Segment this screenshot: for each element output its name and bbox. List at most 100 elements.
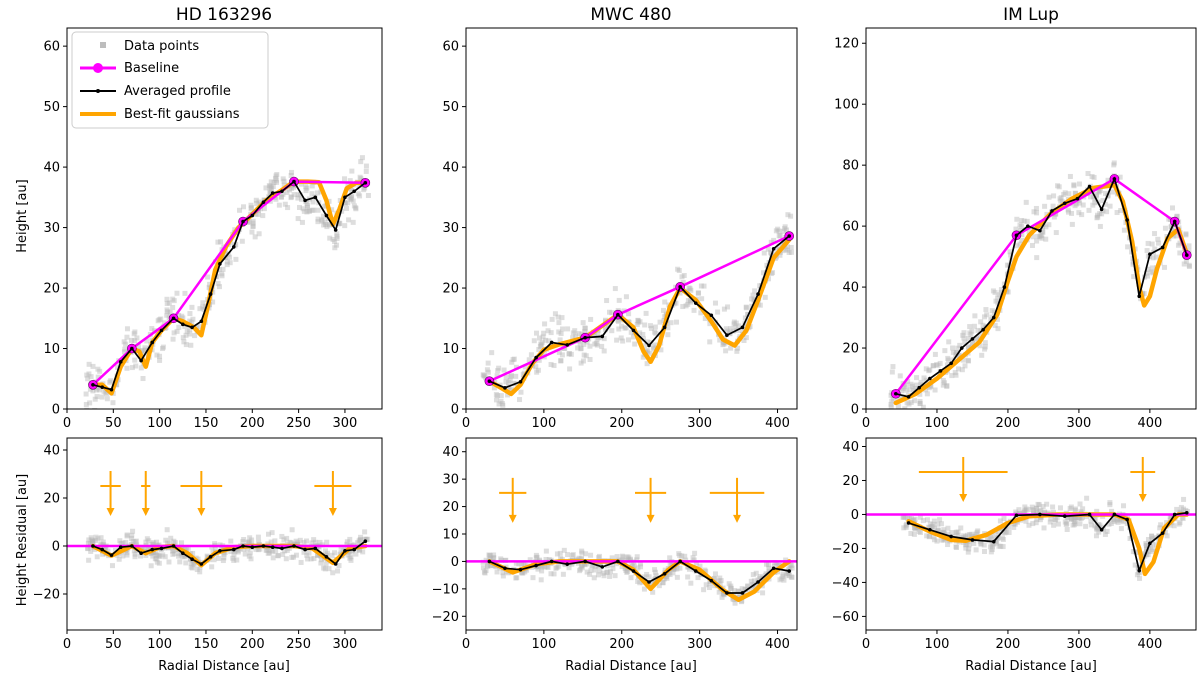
data-point xyxy=(787,565,793,571)
data-point xyxy=(301,549,307,555)
data-point xyxy=(348,186,354,192)
data-point xyxy=(900,394,906,400)
plot-area xyxy=(466,477,797,606)
data-point xyxy=(1055,183,1061,189)
data-point xyxy=(1023,199,1029,205)
data-point xyxy=(670,570,676,576)
data-point xyxy=(319,218,325,224)
data-point xyxy=(695,290,701,296)
data-point xyxy=(1019,237,1025,243)
data-point xyxy=(579,563,585,569)
data-point xyxy=(87,540,93,546)
data-point xyxy=(195,556,201,562)
data-point xyxy=(687,286,693,292)
data-point xyxy=(674,574,680,580)
profile-point xyxy=(487,379,492,383)
data-point xyxy=(1093,525,1099,531)
data-point xyxy=(1168,224,1174,230)
data-point xyxy=(289,169,295,175)
data-point xyxy=(900,514,906,520)
axes-frame xyxy=(465,27,798,410)
data-point xyxy=(969,328,975,334)
data-point xyxy=(980,322,986,328)
data-point xyxy=(485,563,491,569)
data-point xyxy=(1120,519,1126,525)
data-point xyxy=(605,569,611,575)
data-point xyxy=(210,549,216,555)
data-point xyxy=(1178,504,1184,510)
data-point xyxy=(904,400,910,406)
data-point xyxy=(286,545,292,551)
profile-point xyxy=(938,369,943,373)
data-point xyxy=(241,537,247,543)
data-point xyxy=(1061,191,1067,197)
data-point xyxy=(546,338,552,344)
data-point xyxy=(615,318,621,324)
data-point xyxy=(86,537,92,543)
profile-point xyxy=(270,545,275,549)
x-tick-label: 150 xyxy=(194,637,219,652)
x-tick-label: 150 xyxy=(194,416,219,431)
data-point xyxy=(1162,225,1168,231)
data-point xyxy=(1018,228,1024,234)
data-point xyxy=(128,535,134,541)
data-point xyxy=(702,316,708,322)
data-point xyxy=(619,323,625,329)
data-point xyxy=(266,550,272,556)
data-point xyxy=(1144,546,1150,552)
data-point xyxy=(1099,524,1105,530)
data-point xyxy=(745,311,751,317)
data-point xyxy=(945,531,951,537)
profile-point xyxy=(917,385,922,390)
data-point xyxy=(784,244,790,250)
data-point xyxy=(483,375,489,381)
data-point xyxy=(237,207,243,213)
data-point xyxy=(348,554,354,560)
data-point xyxy=(695,290,701,296)
data-point xyxy=(158,316,164,322)
data-point xyxy=(498,398,504,404)
data-point xyxy=(1072,506,1078,512)
data-point xyxy=(90,539,96,545)
data-point xyxy=(133,538,139,544)
data-point xyxy=(320,213,326,219)
data-point xyxy=(959,367,965,373)
data-point xyxy=(588,552,594,558)
data-point xyxy=(903,387,909,393)
data-point xyxy=(616,297,622,303)
data-point xyxy=(1183,258,1189,264)
profile-point xyxy=(1062,514,1067,518)
data-point xyxy=(721,592,727,598)
data-point xyxy=(974,529,980,535)
data-point xyxy=(981,542,987,548)
data-point xyxy=(498,393,504,399)
data-point xyxy=(248,206,254,212)
data-point xyxy=(179,313,185,319)
data-point xyxy=(648,580,654,586)
data-point xyxy=(635,565,641,571)
data-point xyxy=(1102,201,1108,207)
data-point xyxy=(903,382,909,388)
data-point xyxy=(124,532,130,538)
data-point xyxy=(538,342,544,348)
data-point xyxy=(280,191,286,197)
data-point xyxy=(616,326,622,332)
data-point xyxy=(731,597,737,603)
y-tick-label: 10 xyxy=(442,528,459,543)
data-point xyxy=(121,349,127,355)
data-point xyxy=(643,310,649,316)
data-point xyxy=(587,571,593,577)
data-point xyxy=(1088,522,1094,528)
data-point xyxy=(949,373,955,379)
data-point xyxy=(160,552,166,558)
data-point xyxy=(781,577,787,583)
data-point xyxy=(757,575,763,581)
data-point xyxy=(603,317,609,323)
data-point xyxy=(498,556,504,562)
data-point xyxy=(553,565,559,571)
data-point xyxy=(1092,200,1098,206)
data-point xyxy=(224,262,230,268)
data-point xyxy=(653,573,659,579)
data-point xyxy=(520,570,526,576)
data-point xyxy=(1033,205,1039,211)
